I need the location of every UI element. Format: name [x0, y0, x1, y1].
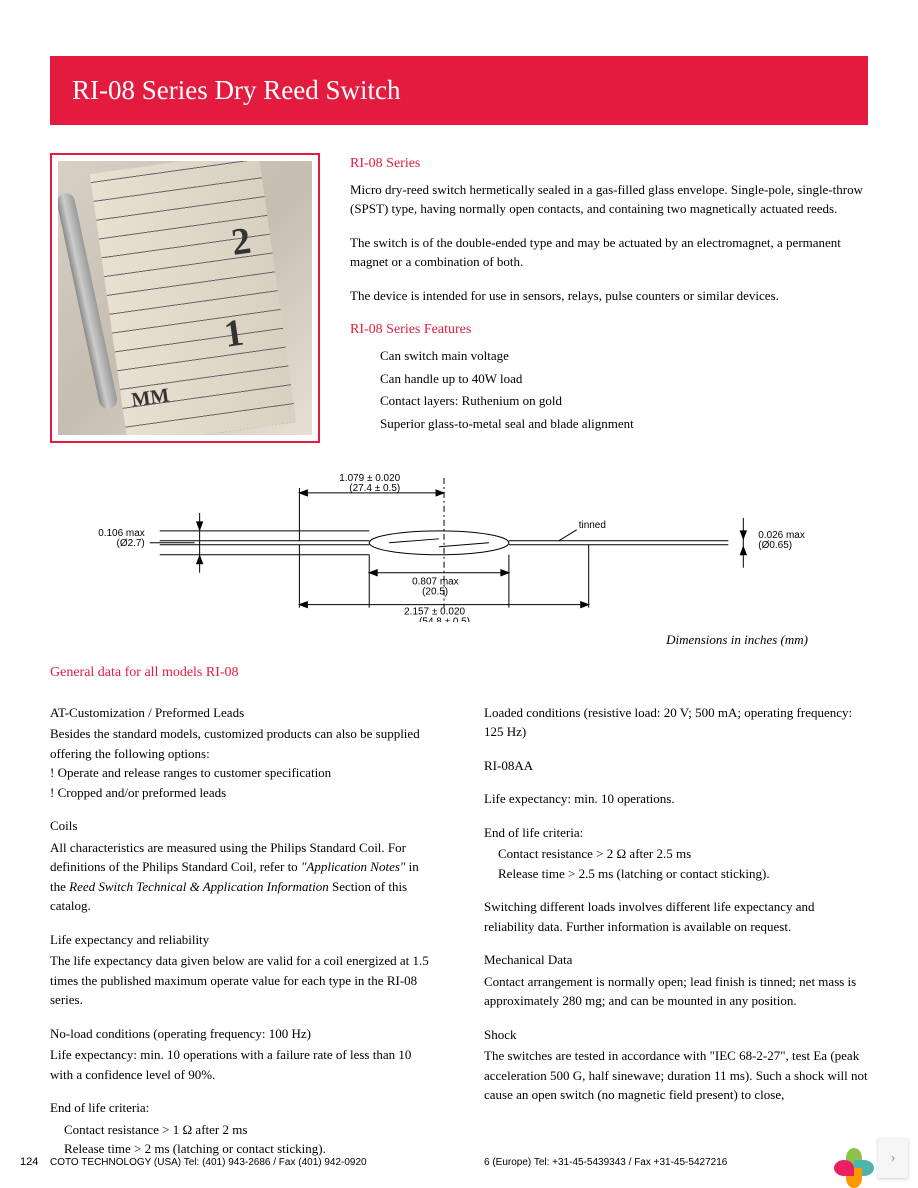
noload-para: Life expectancy: min. 10 operations with…	[50, 1045, 434, 1084]
eol-heading-left: End of life criteria:	[50, 1098, 434, 1118]
ruler-graphic: 2 1 MM	[90, 161, 296, 435]
ruler-mark-1: 1	[221, 304, 248, 363]
description-column: RI-08 Series Micro dry-reed switch herme…	[350, 153, 868, 443]
series-heading: RI-08 Series	[350, 153, 868, 174]
coils-heading: Coils	[50, 816, 434, 836]
right-column: Loaded conditions (resistive load: 20 V;…	[484, 703, 868, 1159]
svg-text:(20.5): (20.5)	[422, 586, 448, 597]
svg-text:(54.8 ± 0.5): (54.8 ± 0.5)	[419, 616, 470, 622]
left-column: AT-Customization / Preformed Leads Besid…	[50, 703, 434, 1159]
dimension-note: Dimensions in inches (mm)	[50, 630, 868, 650]
page-number: 124	[20, 1154, 38, 1171]
mech-heading: Mechanical Data	[484, 950, 868, 970]
desc-para-1: Micro dry-reed switch hermetically seale…	[350, 180, 868, 219]
product-image: 2 1 MM	[58, 161, 312, 435]
eol-right-1: Contact resistance > 2 Ω after 2.5 ms	[484, 844, 868, 864]
dimension-diagram: 1.079 ± 0.020 (27.4 ± 0.5) 0.106 max (Ø2…	[50, 463, 868, 623]
footer-left: COTO TECHNOLOGY (USA) Tel: (401) 943-268…	[50, 1155, 434, 1170]
eol-left-1: Contact resistance > 1 Ω after 2 ms	[50, 1120, 434, 1140]
features-heading: RI-08 Series Features	[350, 319, 868, 340]
features-list: Can switch main voltage Can handle up to…	[350, 346, 868, 433]
at-custom-p3: ! Cropped and/or preformed leads	[50, 783, 434, 803]
ruler-mm: MM	[130, 380, 172, 415]
eol-heading-right: End of life criteria:	[484, 823, 868, 843]
feature-2: Can handle up to 40W load	[380, 369, 868, 389]
logo-icon[interactable]	[834, 1138, 874, 1178]
svg-text:tinned: tinned	[579, 519, 606, 530]
shock-heading: Shock	[484, 1025, 868, 1045]
general-data-heading: General data for all models RI-08	[50, 662, 868, 683]
title-bar: RI-08 Series Dry Reed Switch	[50, 56, 868, 125]
noload-heading: No-load conditions (operating frequency:…	[50, 1024, 434, 1044]
top-section: 2 1 MM RI-08 Series Micro dry-reed switc…	[50, 153, 868, 443]
product-image-frame: 2 1 MM	[50, 153, 320, 443]
feature-3: Contact layers: Ruthenium on gold	[380, 391, 868, 411]
footer-right: 6 (Europe) Tel: +31-45-5439343 / Fax +31…	[434, 1155, 868, 1170]
chevron-right-icon: ›	[890, 1146, 895, 1170]
mech-para: Contact arrangement is normally open; le…	[484, 972, 868, 1011]
life-heading: Life expectancy and reliability	[50, 930, 434, 950]
svg-text:(27.4 ± 0.5): (27.4 ± 0.5)	[349, 482, 400, 493]
viewer-controls: ›	[834, 1138, 908, 1178]
eol-right-2: Release time > 2.5 ms (latching or conta…	[484, 864, 868, 884]
desc-para-2: The switch is of the double-ended type a…	[350, 233, 868, 272]
at-custom-heading: AT-Customization / Preformed Leads	[50, 703, 434, 723]
shock-para: The switches are tested in accordance wi…	[484, 1046, 868, 1105]
feature-1: Can switch main voltage	[380, 346, 868, 366]
page-footer: 124 COTO TECHNOLOGY (USA) Tel: (401) 943…	[50, 1155, 868, 1170]
ruler-mark-2: 2	[228, 212, 255, 271]
ri08aa-heading: RI-08AA	[484, 756, 868, 776]
desc-para-3: The device is intended for use in sensor…	[350, 286, 868, 306]
at-custom-p2: ! Operate and release ranges to customer…	[50, 763, 434, 783]
page-title: RI-08 Series Dry Reed Switch	[72, 75, 400, 105]
two-column-body: AT-Customization / Preformed Leads Besid…	[50, 703, 868, 1159]
feature-4: Superior glass-to-metal seal and blade a…	[380, 414, 868, 434]
loaded-cond: Loaded conditions (resistive load: 20 V;…	[484, 703, 868, 742]
life-para: The life expectancy data given below are…	[50, 951, 434, 1010]
diagram-svg: 1.079 ± 0.020 (27.4 ± 0.5) 0.106 max (Ø2…	[50, 463, 868, 623]
coils-para: All characteristics are measured using t…	[50, 838, 434, 916]
life-exp-right: Life expectancy: min. 10 operations.	[484, 789, 868, 809]
at-custom-p1: Besides the standard models, customized …	[50, 724, 434, 763]
next-page-button[interactable]: ›	[878, 1138, 908, 1178]
switching-note: Switching different loads involves diffe…	[484, 897, 868, 936]
svg-text:(Ø2.7): (Ø2.7)	[117, 537, 145, 548]
svg-text:(Ø0.65): (Ø0.65)	[758, 539, 792, 550]
